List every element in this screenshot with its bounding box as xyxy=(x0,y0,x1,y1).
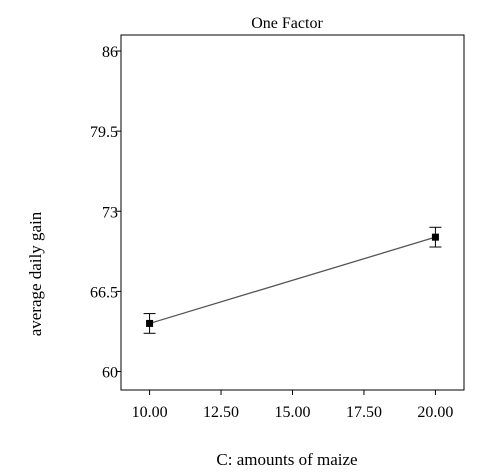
y-tick-label: 66.5 xyxy=(90,284,118,301)
x-tick-label: 17.50 xyxy=(346,404,382,421)
data-series xyxy=(143,226,442,334)
y-tick-label: 73 xyxy=(102,204,118,221)
y-tick-label: 86 xyxy=(102,44,118,61)
x-tick-label: 15.00 xyxy=(275,404,311,421)
series-line xyxy=(149,236,436,325)
x-axis-label: C: amounts of maize xyxy=(216,450,357,469)
x-tick-label: 20.00 xyxy=(417,404,453,421)
y-tick-label: 60 xyxy=(102,365,118,382)
plot-area-frame xyxy=(120,34,465,391)
data-point xyxy=(146,319,154,327)
axis-ticks: 60 66.5 73 79.5 86 10.00 12.50 15.00 17.50 20.00 xyxy=(90,44,453,421)
chart-title: One Factor xyxy=(251,15,323,32)
data-point xyxy=(431,233,439,241)
y-axis-label: average daily gain xyxy=(26,211,45,336)
x-tick-label: 12.50 xyxy=(203,404,239,421)
y-tick-label: 79.5 xyxy=(90,124,118,141)
x-tick-label: 10.00 xyxy=(132,404,168,421)
